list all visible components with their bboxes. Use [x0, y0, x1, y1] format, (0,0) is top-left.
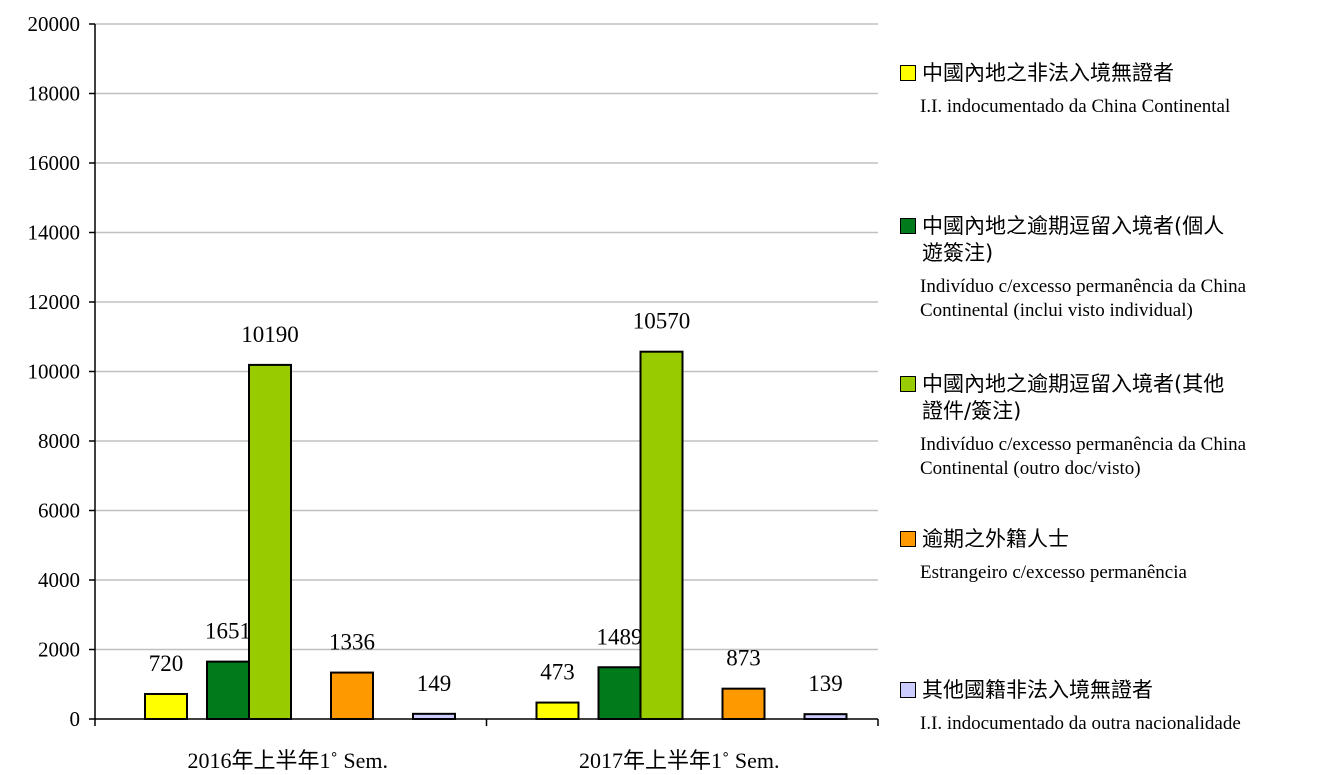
y-tick-label: 8000 [38, 429, 80, 453]
legend-swatch-5 [900, 682, 916, 698]
bar-series-1-cat-1 [144, 692, 188, 720]
legend-swatch-1 [900, 65, 916, 81]
y-tick-label: 12000 [28, 290, 81, 314]
legend-entry-2: 中國內地之逾期逗留入境者(個人 遊簽注) Indivíduo c/excesso… [898, 213, 1335, 323]
data-label: 473 [540, 660, 575, 685]
data-label: 1336 [329, 630, 375, 655]
legend-label-zh-4: 逾期之外籍人士 [922, 527, 1069, 551]
axes [89, 23, 879, 726]
bar-series-4-cat-1 [330, 671, 374, 720]
x-category-label: 2016年上半年1˚ Sem. [188, 748, 388, 773]
data-label: 10190 [241, 322, 299, 347]
legend-label-pt-1: I.I. indocumentado da China Continental [920, 96, 1231, 117]
bar-chart: 0 2000 4000 6000 8000 10000 12000 14000 16000 180… [28, 12, 879, 773]
data-label: 873 [726, 646, 761, 671]
bar-series-2-cat-2 [597, 666, 642, 721]
bar-series-5-cat-1 [412, 712, 456, 721]
legend-entry-5: 其他國籍非法入境無證者 I.I. indocumentado da outra … [898, 677, 1335, 736]
x-category-label: 2017年上半年1˚ Sem. [579, 748, 779, 773]
legend-label-pt-4: Estrangeiro c/excesso permanência [920, 562, 1187, 583]
legend-entry-4: 逾期之外籍人士 Estrangeiro c/excesso permanênci… [898, 526, 1335, 585]
data-label: 720 [149, 651, 184, 676]
bar-series-3-cat-2 [639, 350, 684, 720]
legend-swatch-3 [900, 376, 916, 392]
legend-label-pt-3: Indivíduo c/excesso permanência da China… [920, 434, 1247, 479]
gridlines [95, 23, 878, 651]
legend-swatch-4 [900, 531, 916, 547]
y-tick-label: 14000 [28, 221, 81, 245]
legend-swatch-2 [900, 218, 916, 234]
y-tick-label: 0 [70, 707, 81, 731]
y-tick-labels: 0 2000 4000 6000 8000 10000 12000 14000 16000 180… [28, 12, 81, 731]
y-tick-label: 2000 [38, 638, 80, 662]
bar-series-2-cat-1 [206, 660, 250, 720]
bar-series-1-cat-2 [535, 701, 580, 720]
y-tick-label: 10000 [28, 360, 81, 384]
legend-label-zh-5: 其他國籍非法入境無證者 [922, 678, 1153, 702]
y-tick-label: 6000 [38, 499, 80, 523]
bar-series-3-cat-1 [248, 363, 292, 720]
data-label: 149 [417, 671, 452, 696]
data-label: 1489 [597, 624, 643, 649]
x-category-labels: 2016年上半年1˚ Sem. 2017年上半年1˚ Sem. [188, 748, 780, 773]
y-tick-label: 4000 [38, 568, 80, 592]
legend: 中國內地之非法入境無證者 I.I. indocumentado da China… [898, 0, 1335, 775]
y-tick-label: 16000 [28, 151, 81, 175]
legend-entry-1: 中國內地之非法入境無證者 I.I. indocumentado da China… [898, 60, 1335, 119]
data-label: 1651 [205, 619, 251, 644]
legend-label-pt-5: I.I. indocumentado da outra nacionalidad… [920, 713, 1241, 734]
data-labels: 720 473 1651 1489 10190 10570 1336 873 149 139 [149, 309, 843, 696]
legend-label-zh-2: 中國內地之逾期逗留入境者(個人 遊簽注) [922, 214, 1225, 265]
legend-entry-3: 中國內地之逾期逗留入境者(其他 證件/簽注) Indivíduo c/exces… [898, 371, 1335, 481]
legend-label-zh-3: 中國內地之逾期逗留入境者(其他 證件/簽注) [922, 372, 1225, 423]
data-label: 10570 [633, 309, 691, 334]
bars [144, 350, 848, 721]
bar-series-4-cat-2 [721, 687, 766, 721]
y-tick-label: 18000 [28, 82, 81, 106]
data-label: 139 [808, 671, 843, 696]
legend-label-pt-2: Indivíduo c/excesso permanência da China… [920, 276, 1247, 321]
legend-label-zh-1: 中國內地之非法入境無證者 [922, 61, 1174, 85]
y-tick-label: 20000 [28, 12, 81, 36]
